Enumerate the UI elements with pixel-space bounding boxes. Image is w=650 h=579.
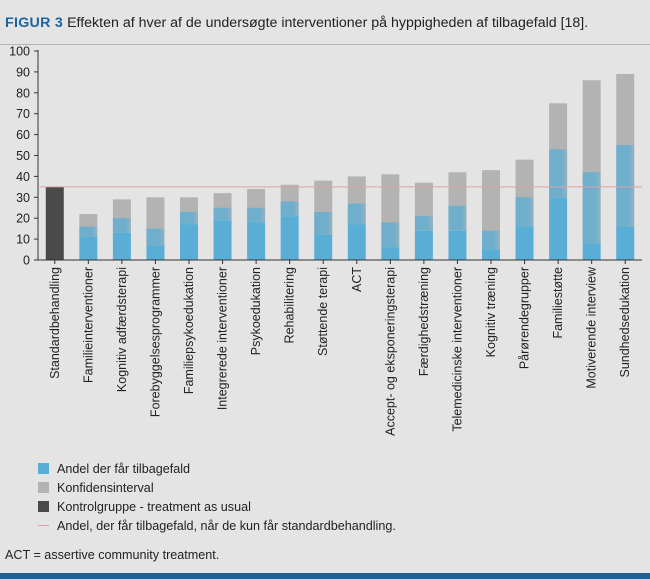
relapse-base-bar xyxy=(582,243,601,260)
relapse-base-bar xyxy=(79,237,98,260)
relapse-estimate-bar xyxy=(515,197,534,227)
bottom-accent-bar xyxy=(0,573,650,579)
relapse-estimate-bar xyxy=(79,226,98,238)
y-tick-label: 50 xyxy=(16,149,30,163)
x-tick-label: Kognitiv adfærdsterapi xyxy=(115,267,129,392)
y-tick-label: 60 xyxy=(16,128,30,142)
relapse-estimate-bar xyxy=(549,149,568,198)
legend-label: Kontrolgruppe - treatment as usual xyxy=(57,499,251,514)
relapse-base-bar xyxy=(213,220,232,260)
x-tick-label: Pårørendegrupper xyxy=(518,267,532,369)
relapse-estimate-bar xyxy=(347,203,366,225)
x-tick-label: Sundhedsedukation xyxy=(618,267,632,378)
relapse-base-bar xyxy=(515,226,534,260)
legend-item: Andel der får tilbagefald xyxy=(38,459,396,478)
relapse-estimate-bar xyxy=(414,216,433,231)
x-tick-label: Accept- og eksponeringsterapi xyxy=(383,267,397,436)
relapse-base-bar xyxy=(280,216,299,260)
figure-label: FIGUR 3 xyxy=(5,15,64,31)
y-tick-label: 40 xyxy=(16,170,30,184)
y-tick-label: 10 xyxy=(16,233,30,247)
confidence-interval-bar xyxy=(482,170,500,250)
y-tick-label: 0 xyxy=(23,254,30,268)
legend-line-swatch xyxy=(38,525,49,526)
x-tick-label: Støttende terapi xyxy=(316,267,330,356)
relapse-base-bar xyxy=(482,249,500,260)
x-tick-label: Familiepsykoedukation xyxy=(182,267,196,394)
y-tick-label: 90 xyxy=(16,65,30,79)
y-tick-label: 20 xyxy=(16,212,30,226)
relapse-base-bar xyxy=(448,230,467,260)
relapse-estimate-bar xyxy=(582,172,601,244)
x-tick-label: Kognitiv træning xyxy=(484,267,498,357)
relapse-estimate-bar xyxy=(180,211,198,225)
y-tick-label: 100 xyxy=(9,45,30,59)
x-tick-label: Psykoedukation xyxy=(249,267,263,355)
relapse-estimate-bar xyxy=(314,211,333,235)
relapse-estimate-bar xyxy=(616,145,635,227)
chart-legend: Andel der får tilbagefald Konfidensinterv… xyxy=(38,459,396,535)
relapse-estimate-bar xyxy=(146,228,165,246)
legend-swatch xyxy=(38,501,49,512)
legend-item: Kontrolgruppe - treatment as usual xyxy=(38,497,396,516)
x-tick-label: Familieinterventioner xyxy=(81,267,95,383)
x-tick-label: Motiverende interview xyxy=(585,266,599,389)
relapse-base-bar xyxy=(247,222,266,260)
relapse-base-bar xyxy=(616,226,635,260)
y-tick-label: 80 xyxy=(16,86,30,100)
relapse-estimate-bar xyxy=(280,201,299,217)
y-tick-label: 70 xyxy=(16,107,30,121)
x-tick-label: Telemedicinske interventioner xyxy=(450,267,464,432)
relapse-base-bar xyxy=(549,197,568,260)
relapse-estimate-bar xyxy=(247,207,266,223)
footnote: ACT = assertive community treatment. xyxy=(5,548,220,562)
x-tick-label: Færdighedstræning xyxy=(417,267,431,376)
figure-caption: FIGUR 3 Effekten af hver af de undersøgte… xyxy=(5,15,650,31)
x-tick-label: Standardbehandling xyxy=(48,267,62,379)
x-tick-label: ACT xyxy=(350,267,364,292)
legend-swatch xyxy=(38,463,49,474)
legend-label: Andel, der får tilbagefald, når de kun f… xyxy=(57,518,396,533)
relapse-estimate-bar xyxy=(448,205,467,231)
x-tick-label: Forebyggelsesprogrammer xyxy=(148,267,162,417)
legend-label: Konfidensinterval xyxy=(57,480,154,495)
relapse-estimate-bar xyxy=(213,207,232,221)
legend-swatch xyxy=(38,482,49,493)
relapse-estimate-bar xyxy=(381,222,400,248)
relapse-estimate-bar xyxy=(112,218,131,233)
relapse-base-bar xyxy=(146,245,165,260)
x-tick-label: Integrerede interventioner xyxy=(216,267,230,410)
control-bar xyxy=(45,186,64,260)
relapse-base-bar xyxy=(347,224,366,260)
legend-item: Andel, der får tilbagefald, når de kun f… xyxy=(38,516,396,535)
x-tick-label: Rehabilitering xyxy=(283,267,297,343)
x-tick-label: Familiestøtte xyxy=(551,267,565,339)
relapse-base-bar xyxy=(414,230,433,260)
bar-chart: 0 10 20 30 40 50 60 70 80 90 100 Standardbehandling… xyxy=(9,45,642,436)
relapse-base-bar xyxy=(381,247,400,260)
caption-divider xyxy=(0,44,650,45)
y-tick-label: 30 xyxy=(16,191,30,205)
legend-label: Andel der får tilbagefald xyxy=(57,461,191,476)
relapse-base-bar xyxy=(180,224,198,260)
relapse-base-bar xyxy=(314,234,333,260)
relapse-base-bar xyxy=(112,232,131,260)
figure-caption-text: Effekten af hver af de undersøgte interv… xyxy=(67,15,589,31)
legend-item: Konfidensinterval xyxy=(38,478,396,497)
relapse-estimate-bar xyxy=(482,230,500,250)
